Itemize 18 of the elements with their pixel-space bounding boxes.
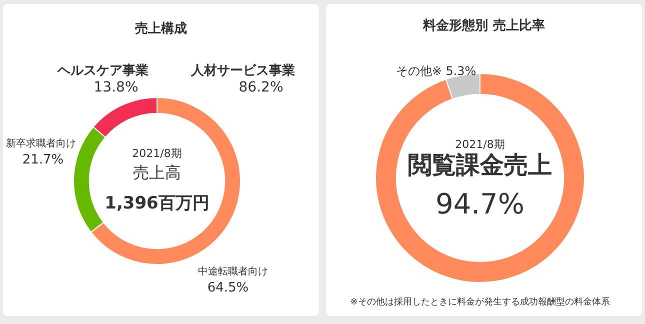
text: 人材サービス事業: [190, 63, 295, 78]
data-label: 21.7%: [22, 152, 64, 168]
text: 1,396百万円: [104, 193, 210, 214]
chart-title: 料金形態別 売上比率: [422, 17, 545, 34]
data-label: 64.5%: [207, 280, 249, 296]
slice-label: 中途転職者向け: [198, 266, 268, 278]
slice-label: その他※ 5.3%: [396, 64, 476, 78]
slice-label: 新卒求職者向け: [6, 138, 76, 150]
data-label: 94.7%: [436, 187, 524, 220]
text: ※その他は採用したときに料金が発生する成功報酬型の料金体系: [350, 296, 610, 308]
text: 2021/8期: [455, 138, 505, 151]
data-label: 13.8%: [94, 80, 138, 96]
chart-title: 売上構成: [135, 21, 187, 36]
slice-label: ヘルスケア事業: [56, 63, 148, 78]
text: 86.2%: [238, 80, 284, 96]
text: 2021/8期: [132, 146, 182, 160]
text: 売上高: [133, 163, 181, 182]
slice-label: 閲覧課金売上: [408, 151, 552, 180]
